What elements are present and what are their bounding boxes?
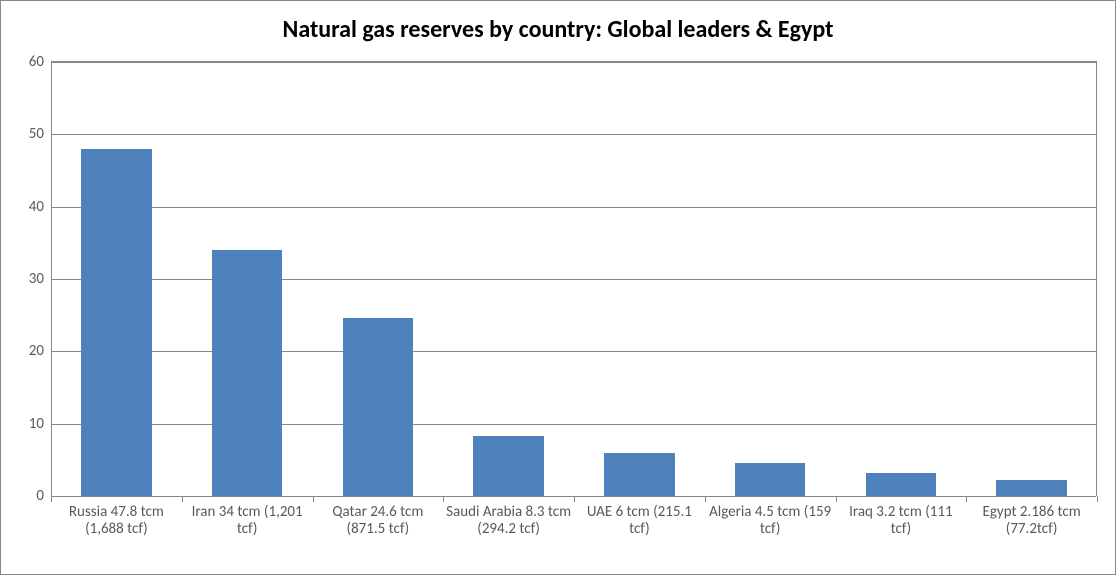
bars-layer (51, 61, 1097, 496)
x-axis: Russia 47.8 tcm (1,688 tcf)Iran 34 tcm (… (51, 496, 1097, 574)
chart-title: Natural gas reserves by country: Global … (1, 1, 1115, 50)
y-tick-label: 30 (29, 270, 44, 288)
x-tick-label: Iran 34 tcm (1,201 tcf) (184, 504, 311, 539)
bar (212, 250, 283, 497)
x-tick-label: Qatar 24.6 tcm (871.5 tcf) (315, 504, 442, 539)
y-tick-label: 50 (29, 125, 44, 143)
x-tick-label: Egypt 2.186 tcm (77.2tcf) (968, 504, 1095, 539)
x-tick-label: Russia 47.8 tcm (1,688 tcf) (53, 504, 180, 539)
bar (473, 436, 544, 496)
plot-area: 0102030405060 (51, 61, 1097, 496)
bar-slot (705, 61, 836, 496)
x-slot: UAE 6 tcm (215.1 tcf) (574, 496, 705, 574)
bar-slot (313, 61, 444, 496)
bar (866, 473, 937, 496)
bar (735, 463, 806, 496)
x-tick (182, 496, 183, 502)
y-tick-label: 40 (29, 198, 44, 216)
x-tick (1097, 496, 1098, 502)
x-slot: Egypt 2.186 tcm (77.2tcf) (966, 496, 1097, 574)
x-slot: Iran 34 tcm (1,201 tcf) (182, 496, 313, 574)
bar (81, 149, 152, 496)
bar (343, 318, 414, 496)
y-tick-label: 20 (29, 342, 44, 360)
x-tick-label: Saudi Arabia 8.3 tcm (294.2 tcf) (445, 504, 572, 539)
bar-slot (51, 61, 182, 496)
x-tick (836, 496, 837, 502)
bar-slot (966, 61, 1097, 496)
x-slot: Russia 47.8 tcm (1,688 tcf) (51, 496, 182, 574)
chart-container: Natural gas reserves by country: Global … (0, 0, 1116, 575)
x-slot: Algeria 4.5 tcm (159 tcf) (705, 496, 836, 574)
x-tick (574, 496, 575, 502)
bar-slot (182, 61, 313, 496)
x-tick (51, 496, 52, 502)
y-tick-label: 10 (29, 415, 44, 433)
bar (996, 480, 1067, 496)
x-tick (443, 496, 444, 502)
x-slot: Iraq 3.2 tcm (111 tcf) (836, 496, 967, 574)
bar-slot (443, 61, 574, 496)
x-tick-label: Iraq 3.2 tcm (111 tcf) (838, 504, 965, 539)
bar-slot (836, 61, 967, 496)
bar (604, 453, 675, 497)
y-tick-label: 60 (29, 53, 44, 71)
x-tick-label: Algeria 4.5 tcm (159 tcf) (707, 504, 834, 539)
x-tick-label: UAE 6 tcm (215.1 tcf) (576, 504, 703, 539)
x-slot: Qatar 24.6 tcm (871.5 tcf) (313, 496, 444, 574)
x-tick (705, 496, 706, 502)
x-slot: Saudi Arabia 8.3 tcm (294.2 tcf) (443, 496, 574, 574)
y-tick-label: 0 (36, 487, 44, 505)
bar-slot (574, 61, 705, 496)
x-tick (313, 496, 314, 502)
x-tick (966, 496, 967, 502)
